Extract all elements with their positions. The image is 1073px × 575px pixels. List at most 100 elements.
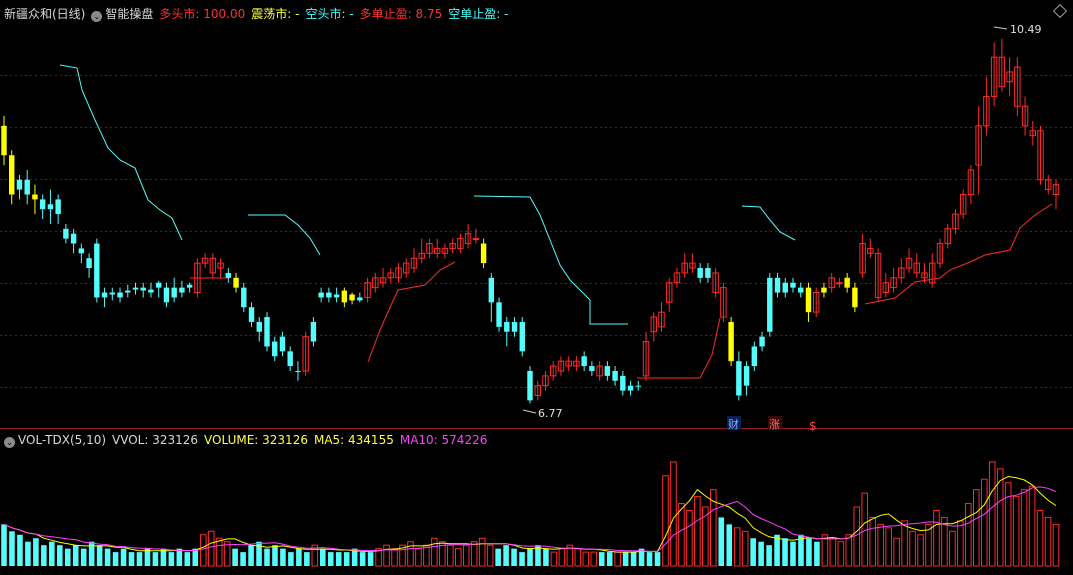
candle — [681, 253, 688, 278]
volume-bar — [917, 534, 924, 567]
candle — [140, 282, 146, 298]
volume-bar — [686, 509, 693, 567]
indicator-name[interactable]: 智能操盘 — [105, 7, 154, 21]
candle-body — [589, 366, 595, 371]
candle — [24, 169, 30, 205]
candle-body — [1045, 179, 1052, 191]
candle-body — [279, 336, 286, 352]
candle — [179, 280, 185, 298]
candle — [433, 238, 441, 259]
candle — [63, 223, 69, 244]
candle — [944, 223, 951, 249]
candle-body — [117, 292, 123, 298]
volume-bar — [152, 552, 159, 566]
volume-bar — [957, 520, 964, 567]
volume-bar — [264, 548, 270, 566]
candle-body — [372, 277, 379, 289]
high-annotation: 10.49 — [993, 23, 1042, 36]
candle-body — [821, 287, 827, 293]
volume-series[interactable] — [1, 461, 1060, 567]
candle-body — [272, 341, 278, 357]
volume-indicator-name[interactable]: VOL-TDX(5,10) — [18, 433, 107, 447]
event-markers[interactable]: 财 涨 $ — [727, 416, 817, 433]
volume-bar — [447, 544, 454, 567]
volume-bar — [88, 541, 95, 566]
candle — [209, 253, 217, 278]
candle-body — [673, 272, 681, 284]
candle-body — [612, 370, 618, 381]
volume-bar — [726, 524, 733, 566]
candle — [1052, 179, 1060, 210]
volume-bar — [96, 545, 103, 566]
candle — [774, 272, 781, 298]
volume-bar — [486, 544, 494, 567]
candle — [86, 253, 92, 278]
candle — [387, 268, 394, 283]
volume-bar — [431, 537, 438, 567]
candle — [1021, 96, 1029, 136]
candle-body — [1006, 71, 1013, 83]
candlestick-series[interactable] — [1, 38, 1060, 404]
volume-bar — [543, 548, 549, 566]
candle — [689, 253, 696, 273]
candle — [403, 258, 410, 278]
candle — [70, 228, 77, 254]
candle-body — [194, 262, 201, 294]
candle-body — [217, 262, 224, 269]
candle-body — [125, 290, 131, 293]
volume-bar — [806, 538, 812, 566]
candle — [264, 312, 270, 352]
candle-body — [952, 213, 959, 230]
candle — [171, 277, 177, 303]
candle — [109, 287, 116, 301]
volume-bar — [798, 534, 804, 566]
candle-body — [101, 292, 108, 298]
collapse-circle-icon[interactable]: ⌄ — [91, 11, 103, 22]
volume-bar — [733, 527, 741, 567]
candle — [78, 243, 85, 264]
candle-body — [379, 277, 387, 284]
candle — [658, 302, 665, 332]
volume-bar — [614, 551, 621, 567]
bear-market-value: 空头市: - — [305, 7, 354, 21]
candle-body — [898, 267, 905, 279]
candle-body — [549, 365, 557, 377]
candle — [596, 361, 603, 381]
volume-bar — [184, 552, 191, 566]
volume-bar — [622, 552, 629, 566]
candle-body — [349, 294, 355, 301]
candle-body — [867, 247, 874, 254]
candle — [743, 361, 750, 396]
candle-body — [604, 366, 611, 376]
candle — [697, 263, 703, 283]
candle — [9, 150, 15, 205]
candle — [125, 284, 131, 298]
candle-body — [736, 361, 742, 396]
candle-body — [364, 282, 371, 298]
candle-body — [859, 243, 866, 274]
candle-body — [318, 292, 324, 298]
candle-body — [944, 228, 951, 245]
candle-body — [720, 287, 727, 318]
candle-body — [650, 316, 657, 333]
candle — [882, 272, 890, 298]
candle — [1045, 174, 1052, 195]
volume-bar — [710, 489, 717, 567]
candle-body — [959, 193, 967, 215]
volume-bar — [1044, 516, 1052, 567]
candle — [650, 312, 657, 342]
candle-body — [426, 243, 433, 254]
candle — [472, 228, 480, 244]
candle — [364, 277, 371, 303]
candle — [898, 258, 905, 283]
candle — [256, 317, 262, 342]
candle — [333, 287, 340, 303]
collapse-circle-icon[interactable]: ⌄ — [4, 437, 15, 448]
volume-bar — [893, 537, 900, 567]
candle-body — [921, 272, 928, 279]
candle-body — [163, 287, 170, 303]
candle-body — [171, 287, 177, 298]
volume-bar — [933, 509, 940, 567]
candle-body — [295, 370, 301, 372]
